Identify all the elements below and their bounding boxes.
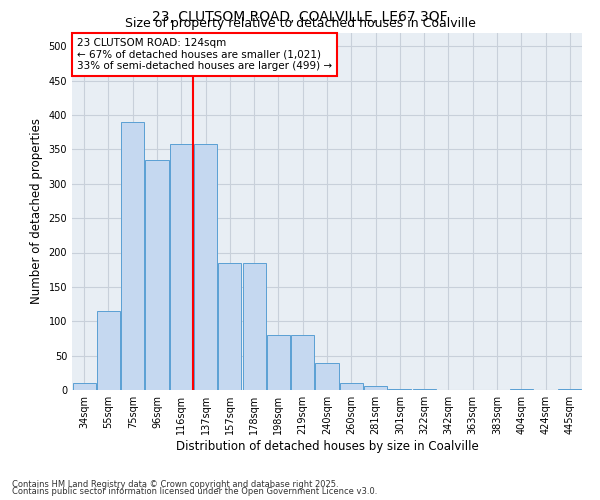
Bar — [316, 362, 338, 390]
Text: Contains HM Land Registry data © Crown copyright and database right 2025.: Contains HM Land Registry data © Crown c… — [12, 480, 338, 489]
Bar — [121, 122, 144, 390]
Bar — [194, 144, 217, 390]
Text: Contains public sector information licensed under the Open Government Licence v3: Contains public sector information licen… — [12, 487, 377, 496]
Bar — [73, 383, 95, 390]
Text: Size of property relative to detached houses in Coalville: Size of property relative to detached ho… — [125, 18, 475, 30]
Bar — [242, 263, 266, 390]
Bar — [291, 335, 314, 390]
Bar — [218, 263, 241, 390]
Bar — [340, 383, 363, 390]
X-axis label: Distribution of detached houses by size in Coalville: Distribution of detached houses by size … — [176, 440, 478, 453]
Bar — [510, 388, 533, 390]
Bar — [267, 335, 290, 390]
Text: 23, CLUTSOM ROAD, COALVILLE, LE67 3QF: 23, CLUTSOM ROAD, COALVILLE, LE67 3QF — [152, 10, 448, 24]
Bar — [364, 386, 387, 390]
Bar — [170, 144, 193, 390]
Bar — [559, 388, 581, 390]
Y-axis label: Number of detached properties: Number of detached properties — [30, 118, 43, 304]
Text: 23 CLUTSOM ROAD: 124sqm
← 67% of detached houses are smaller (1,021)
33% of semi: 23 CLUTSOM ROAD: 124sqm ← 67% of detache… — [77, 38, 332, 71]
Bar — [97, 311, 120, 390]
Bar — [145, 160, 169, 390]
